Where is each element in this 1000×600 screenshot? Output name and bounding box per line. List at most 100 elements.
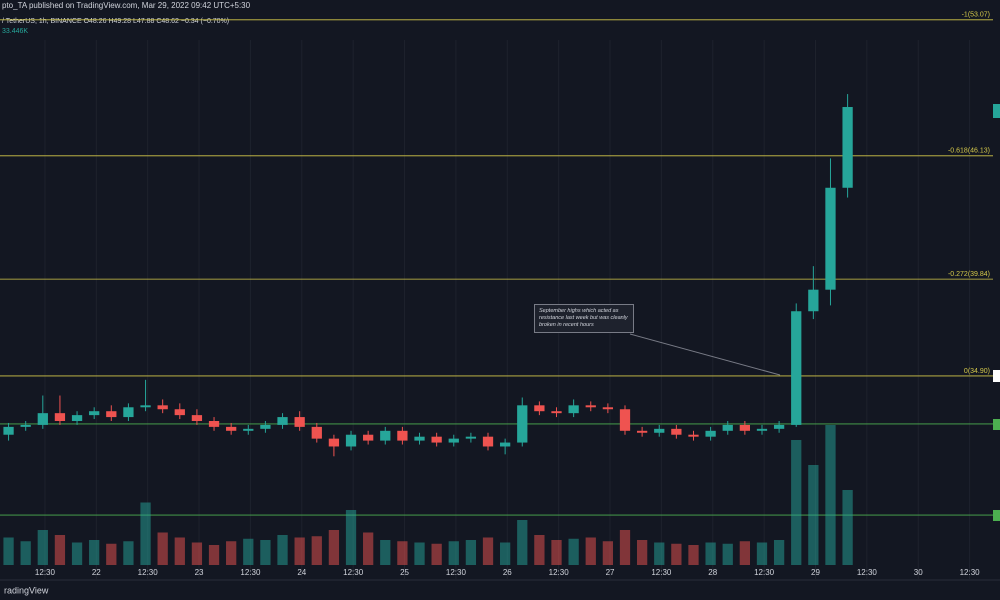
volume-bar — [89, 540, 100, 565]
candle-body — [89, 411, 100, 416]
volume-bar — [465, 540, 477, 565]
volume-bar — [363, 532, 374, 565]
volume-bar — [773, 540, 785, 565]
x-tick-label: 25 — [400, 568, 409, 577]
volume-bar — [311, 536, 322, 565]
volume-bar — [54, 535, 66, 565]
candle-body — [294, 417, 305, 427]
x-tick-label: 26 — [503, 568, 512, 577]
x-tick-label: 12:30 — [754, 568, 775, 577]
volume-bar — [602, 541, 614, 565]
volume-bar — [414, 542, 425, 565]
candle-body — [397, 430, 408, 441]
candle-body — [722, 424, 733, 431]
volume-bar — [551, 540, 562, 565]
volume-bar — [294, 537, 305, 565]
footer: radingView — [4, 585, 49, 595]
volume-bar — [71, 542, 83, 565]
candle-body — [688, 434, 699, 437]
candle-body — [705, 430, 716, 437]
candle-body — [243, 428, 254, 431]
level-marker — [993, 419, 1000, 430]
volume-bar — [20, 541, 31, 565]
x-tick-label: 12:30 — [240, 568, 261, 577]
candle-body — [500, 442, 511, 447]
candle-body — [482, 436, 494, 447]
candle-body — [328, 438, 340, 447]
level-marker — [993, 510, 1000, 521]
candle-body — [465, 436, 477, 439]
volume-bar — [517, 520, 528, 565]
candle-body — [585, 405, 596, 408]
volume-bar — [619, 530, 631, 565]
header-symbol: / TetherUS, 1h, BINANCE O48.26 H49.28 L4… — [2, 18, 229, 25]
volume-bar — [191, 542, 203, 565]
volume-bar — [345, 510, 357, 565]
candle-body — [773, 424, 785, 429]
fib-label: -1(53.07) — [962, 12, 990, 19]
volume-bar — [140, 502, 151, 565]
current-price-marker — [993, 104, 1000, 118]
x-tick-label: 12:30 — [343, 568, 364, 577]
volume-bar — [482, 537, 494, 565]
candle-body — [619, 409, 631, 431]
volume-bar — [277, 535, 288, 565]
candle-body — [37, 413, 48, 425]
x-tick-label: 12:30 — [446, 568, 467, 577]
volume-bar — [157, 532, 168, 565]
volume-bar — [705, 542, 716, 565]
volume-bar — [260, 540, 271, 565]
candle-body — [517, 405, 528, 443]
candle-body — [842, 107, 853, 188]
volume-bar — [825, 425, 836, 565]
candle-body — [71, 415, 83, 422]
x-tick-label: 22 — [92, 568, 101, 577]
x-tick-label: 12:30 — [138, 568, 159, 577]
volume-bar — [37, 530, 48, 565]
volume-bar — [671, 543, 682, 565]
volume-bar — [500, 542, 511, 565]
x-tick-label: 12:30 — [651, 568, 672, 577]
x-tick-label: 29 — [811, 568, 820, 577]
candle-body — [123, 407, 134, 418]
fib-label: -0.618(46.13) — [948, 148, 990, 155]
fib-label: 0(34.90) — [964, 368, 990, 375]
volume-bar — [123, 541, 134, 565]
volume-bar — [448, 541, 459, 565]
volume-bar — [226, 541, 237, 565]
volume-bar — [3, 537, 14, 565]
x-tick-label: 23 — [195, 568, 204, 577]
volume-bar — [534, 535, 545, 565]
candle-body — [602, 407, 614, 410]
candle-body — [157, 405, 168, 410]
annotation-pointer — [629, 333, 781, 376]
candle-body — [756, 428, 768, 431]
volume-bar — [654, 542, 665, 565]
candle-body — [431, 436, 442, 443]
volume-bar — [328, 530, 340, 565]
candle-body — [414, 436, 425, 441]
volume-bar — [568, 538, 579, 565]
x-tick-label: 12:30 — [857, 568, 878, 577]
candle-body — [20, 424, 31, 427]
candle-body — [808, 289, 819, 312]
annotation: September highs which acted as resistanc… — [534, 304, 634, 333]
candle-body — [345, 434, 357, 447]
candle-body — [654, 428, 665, 433]
volume-bar — [380, 540, 391, 565]
fib-label: -0.272(39.84) — [948, 271, 990, 278]
candle-body — [311, 426, 322, 439]
volume-bar — [208, 545, 220, 565]
candle-body — [534, 405, 545, 412]
header-volume: 33.446K — [2, 28, 28, 35]
header-publisher: pto_TA published on TradingView.com, Mar… — [2, 1, 251, 10]
candle-body — [825, 187, 836, 290]
x-tick-label: 28 — [708, 568, 717, 577]
volume-bar — [585, 537, 596, 565]
candle-body — [54, 413, 66, 422]
candle-body — [191, 415, 203, 422]
x-tick-label: 12:30 — [549, 568, 570, 577]
volume-bar — [722, 543, 733, 565]
